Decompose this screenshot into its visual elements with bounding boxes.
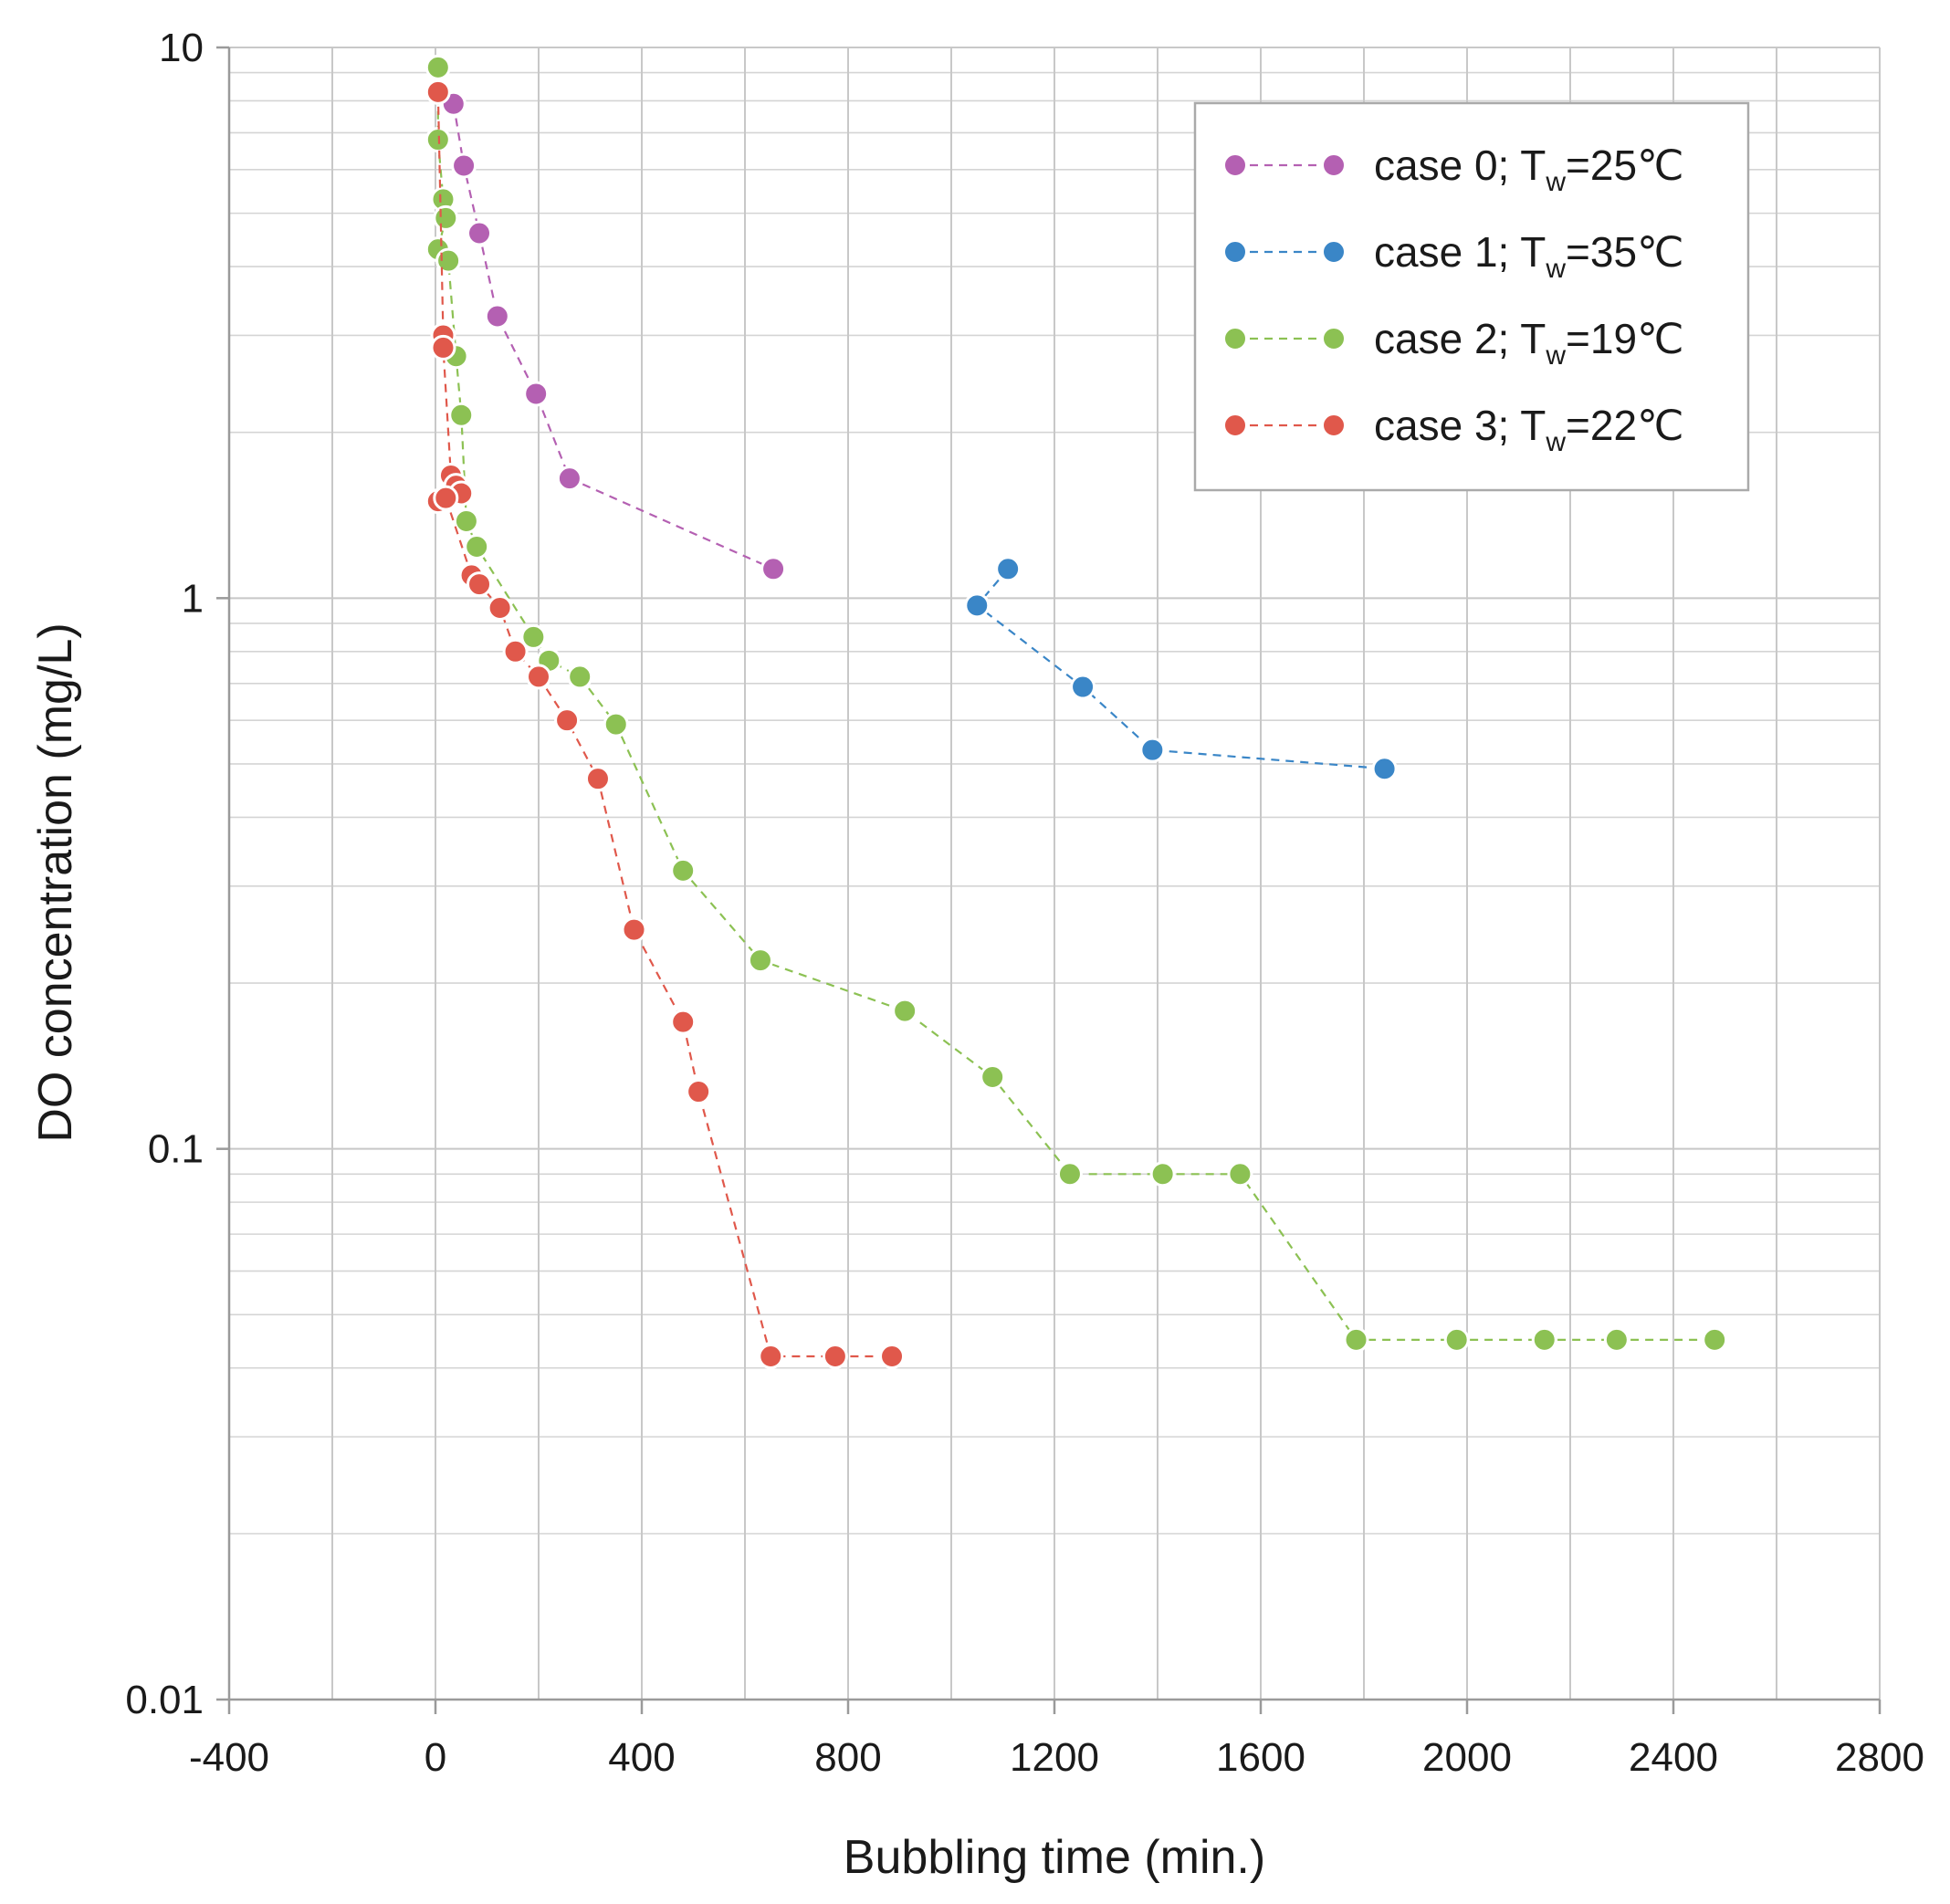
data-point (1603, 1326, 1630, 1353)
y-tick-label: 1 (182, 576, 204, 621)
data-point (453, 507, 479, 534)
data-point (433, 485, 459, 511)
data-point (451, 152, 477, 179)
data-point (433, 204, 459, 231)
x-axis-title: Bubbling time (min.) (844, 1831, 1265, 1884)
legend-marker (1222, 239, 1248, 265)
data-point (964, 592, 991, 619)
data-point (1149, 1161, 1176, 1187)
x-tick-label: 2800 (1835, 1735, 1924, 1780)
series-3 (425, 78, 906, 1369)
data-point (435, 247, 462, 274)
data-point (670, 857, 697, 884)
data-point (822, 1343, 848, 1369)
data-point (1070, 674, 1096, 700)
legend: case 0; Tw=25℃ case 1; Tw=35℃ case 2; Tw=1… (1193, 101, 1750, 492)
y-tick-label: 10 (159, 26, 204, 70)
x-tick-label: 1200 (1010, 1735, 1099, 1780)
data-point (425, 54, 451, 80)
data-point (1139, 737, 1166, 763)
data-point (584, 766, 611, 792)
legend-item-1: case 1; Tw=35℃ (1222, 228, 1684, 284)
data-point (758, 1343, 784, 1369)
data-point (554, 707, 581, 734)
legend-label: case 0; Tw=25℃ (1374, 141, 1684, 197)
x-tick-label: 1600 (1216, 1735, 1305, 1780)
series-1 (964, 556, 1398, 782)
data-point (747, 947, 773, 974)
data-point (1227, 1161, 1253, 1187)
legend-marker (1321, 239, 1347, 265)
data-point (879, 1343, 906, 1369)
data-point (1343, 1326, 1369, 1353)
y-tick-label: 0.01 (125, 1678, 204, 1722)
x-tick-label: 2400 (1629, 1735, 1718, 1780)
data-point (995, 556, 1022, 582)
data-point (484, 303, 510, 330)
y-axis-title: DO concentration (mg/L) (29, 622, 82, 1142)
series-line-0 (452, 103, 774, 570)
x-tick-label: -400 (189, 1735, 269, 1780)
legend-marker (1222, 152, 1248, 178)
series-layer (425, 54, 1728, 1369)
series-line-2 (436, 67, 1715, 1342)
data-point (448, 402, 475, 428)
data-point (430, 334, 456, 361)
data-point (621, 916, 647, 943)
series-line-3 (436, 91, 892, 1358)
x-tick-label: 2000 (1422, 1735, 1512, 1780)
data-point (487, 595, 513, 622)
data-point (520, 623, 547, 650)
data-point (567, 664, 593, 690)
x-tick-label: 400 (608, 1735, 675, 1780)
series-2 (425, 54, 1728, 1353)
x-tick-label: 0 (425, 1735, 446, 1780)
data-point (556, 466, 582, 492)
series-0 (440, 90, 787, 582)
data-point (464, 533, 490, 560)
grid (228, 47, 1881, 1700)
data-point (1531, 1326, 1557, 1353)
legend-marker (1321, 326, 1347, 351)
legend-label: case 3; Tw=22℃ (1374, 402, 1684, 457)
axes: 10 1 0.1 0.01 -400 0 400 800 1200 1600 2000 2400 280… (125, 26, 1924, 1780)
legend-marker (1321, 152, 1347, 178)
legend-item-3: case 3; Tw=22℃ (1222, 402, 1684, 457)
data-point (892, 998, 918, 1024)
data-point (1702, 1326, 1728, 1353)
legend-marker (1321, 413, 1347, 438)
legend-marker (1222, 326, 1248, 351)
data-point (523, 381, 550, 407)
data-point (686, 1079, 712, 1105)
data-point (502, 638, 529, 664)
legend-label: case 2; Tw=19℃ (1374, 315, 1684, 371)
data-point (760, 556, 787, 582)
data-point (425, 78, 451, 105)
legend-label: case 1; Tw=35℃ (1374, 228, 1684, 284)
legend-item-0: case 0; Tw=25℃ (1222, 141, 1684, 197)
data-point (467, 220, 493, 246)
legend-item-2: case 2; Tw=19℃ (1222, 315, 1684, 371)
data-point (603, 711, 629, 738)
x-tick-label: 800 (814, 1735, 881, 1780)
y-tick-label: 0.1 (148, 1127, 204, 1172)
data-point (670, 1009, 697, 1035)
data-point (467, 571, 493, 598)
data-point (980, 1064, 1006, 1091)
data-point (1056, 1161, 1083, 1187)
data-point (1371, 756, 1398, 782)
data-point (1443, 1326, 1470, 1353)
legend-marker (1222, 413, 1248, 438)
data-point (526, 664, 551, 690)
